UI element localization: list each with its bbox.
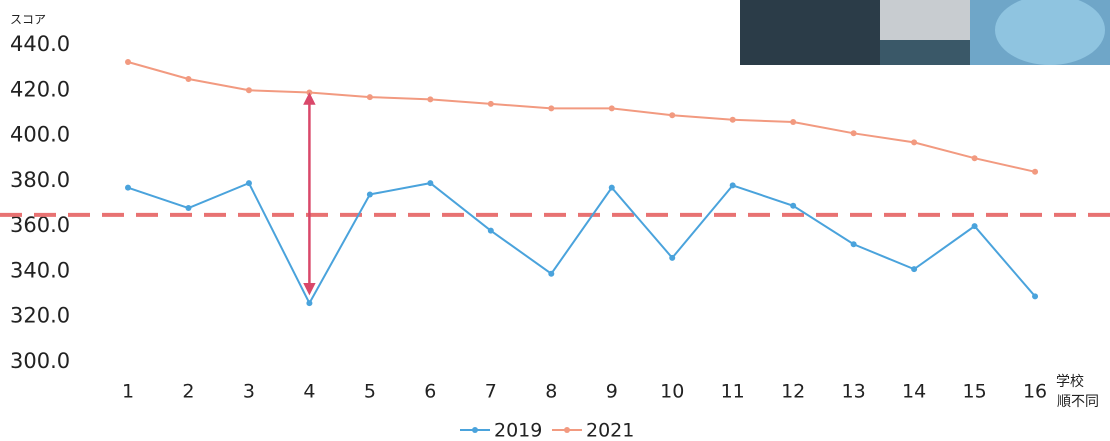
data-point [487, 227, 494, 234]
x-tick-label: 12 [781, 381, 805, 403]
data-point [608, 105, 615, 112]
legend-label: 2021 [586, 420, 634, 441]
data-point [185, 75, 192, 82]
data-point [245, 87, 252, 94]
data-point [729, 116, 736, 123]
series-line [127, 181, 1036, 306]
y-tick-label: 420.0 [10, 77, 70, 101]
data-point [366, 94, 373, 101]
data-point [185, 205, 192, 212]
x-tick-label: 7 [485, 381, 497, 403]
data-point [548, 270, 555, 277]
data-point [1032, 168, 1039, 175]
data-point [125, 58, 131, 65]
data-point [669, 112, 676, 119]
x-tick-label: 8 [545, 381, 557, 403]
x-axis-label: 学校 [1056, 373, 1084, 390]
data-point [608, 184, 615, 191]
x-tick-label: 10 [660, 381, 684, 403]
y-axis-label: スコア [10, 13, 46, 27]
x-tick-label: 11 [721, 381, 745, 403]
data-point [125, 184, 131, 191]
data-point [911, 139, 918, 146]
data-point [790, 118, 797, 125]
y-tick-label: 380.0 [10, 168, 70, 192]
data-point [1032, 293, 1039, 300]
data-point [427, 96, 434, 103]
data-point [306, 89, 313, 96]
data-point [850, 130, 857, 137]
x-tick-label: 4 [303, 381, 315, 403]
x-tick-label: 2 [182, 381, 194, 403]
y-tick-label: 320.0 [10, 304, 70, 328]
x-tick-label: 9 [606, 381, 618, 403]
y-tick-label: 300.0 [10, 349, 70, 373]
series-line [127, 61, 1036, 173]
data-point [306, 300, 313, 307]
y-tick-label: 360.0 [10, 213, 70, 237]
data-point [790, 202, 797, 209]
photo [740, 0, 1110, 65]
data-point [911, 266, 918, 273]
x-tick-label: 6 [424, 381, 436, 403]
x-tick-label: 14 [902, 381, 926, 403]
data-point [971, 155, 978, 162]
x-tick-label: 5 [364, 381, 376, 403]
x-tick-label: 15 [962, 381, 986, 403]
data-point [850, 241, 857, 248]
legend-label: 2019 [494, 420, 542, 441]
data-point [366, 191, 373, 198]
y-tick-label: 400.0 [10, 123, 70, 147]
x-axis-label: 順不同 [1057, 394, 1099, 410]
data-point [487, 100, 494, 107]
y-tick-label: 340.0 [10, 258, 70, 282]
y-tick-label: 440.0 [10, 32, 70, 56]
legend-swatch [472, 427, 478, 433]
data-point [427, 180, 434, 187]
data-point [548, 105, 555, 112]
x-tick-label: 1 [122, 381, 134, 403]
x-tick-label: 3 [243, 381, 255, 403]
x-tick-label: 13 [842, 381, 866, 403]
data-point [971, 223, 978, 230]
data-point [729, 182, 736, 189]
x-tick-label: 16 [1023, 381, 1047, 403]
data-point [669, 254, 676, 261]
legend-swatch [564, 427, 570, 433]
data-point [245, 180, 252, 187]
